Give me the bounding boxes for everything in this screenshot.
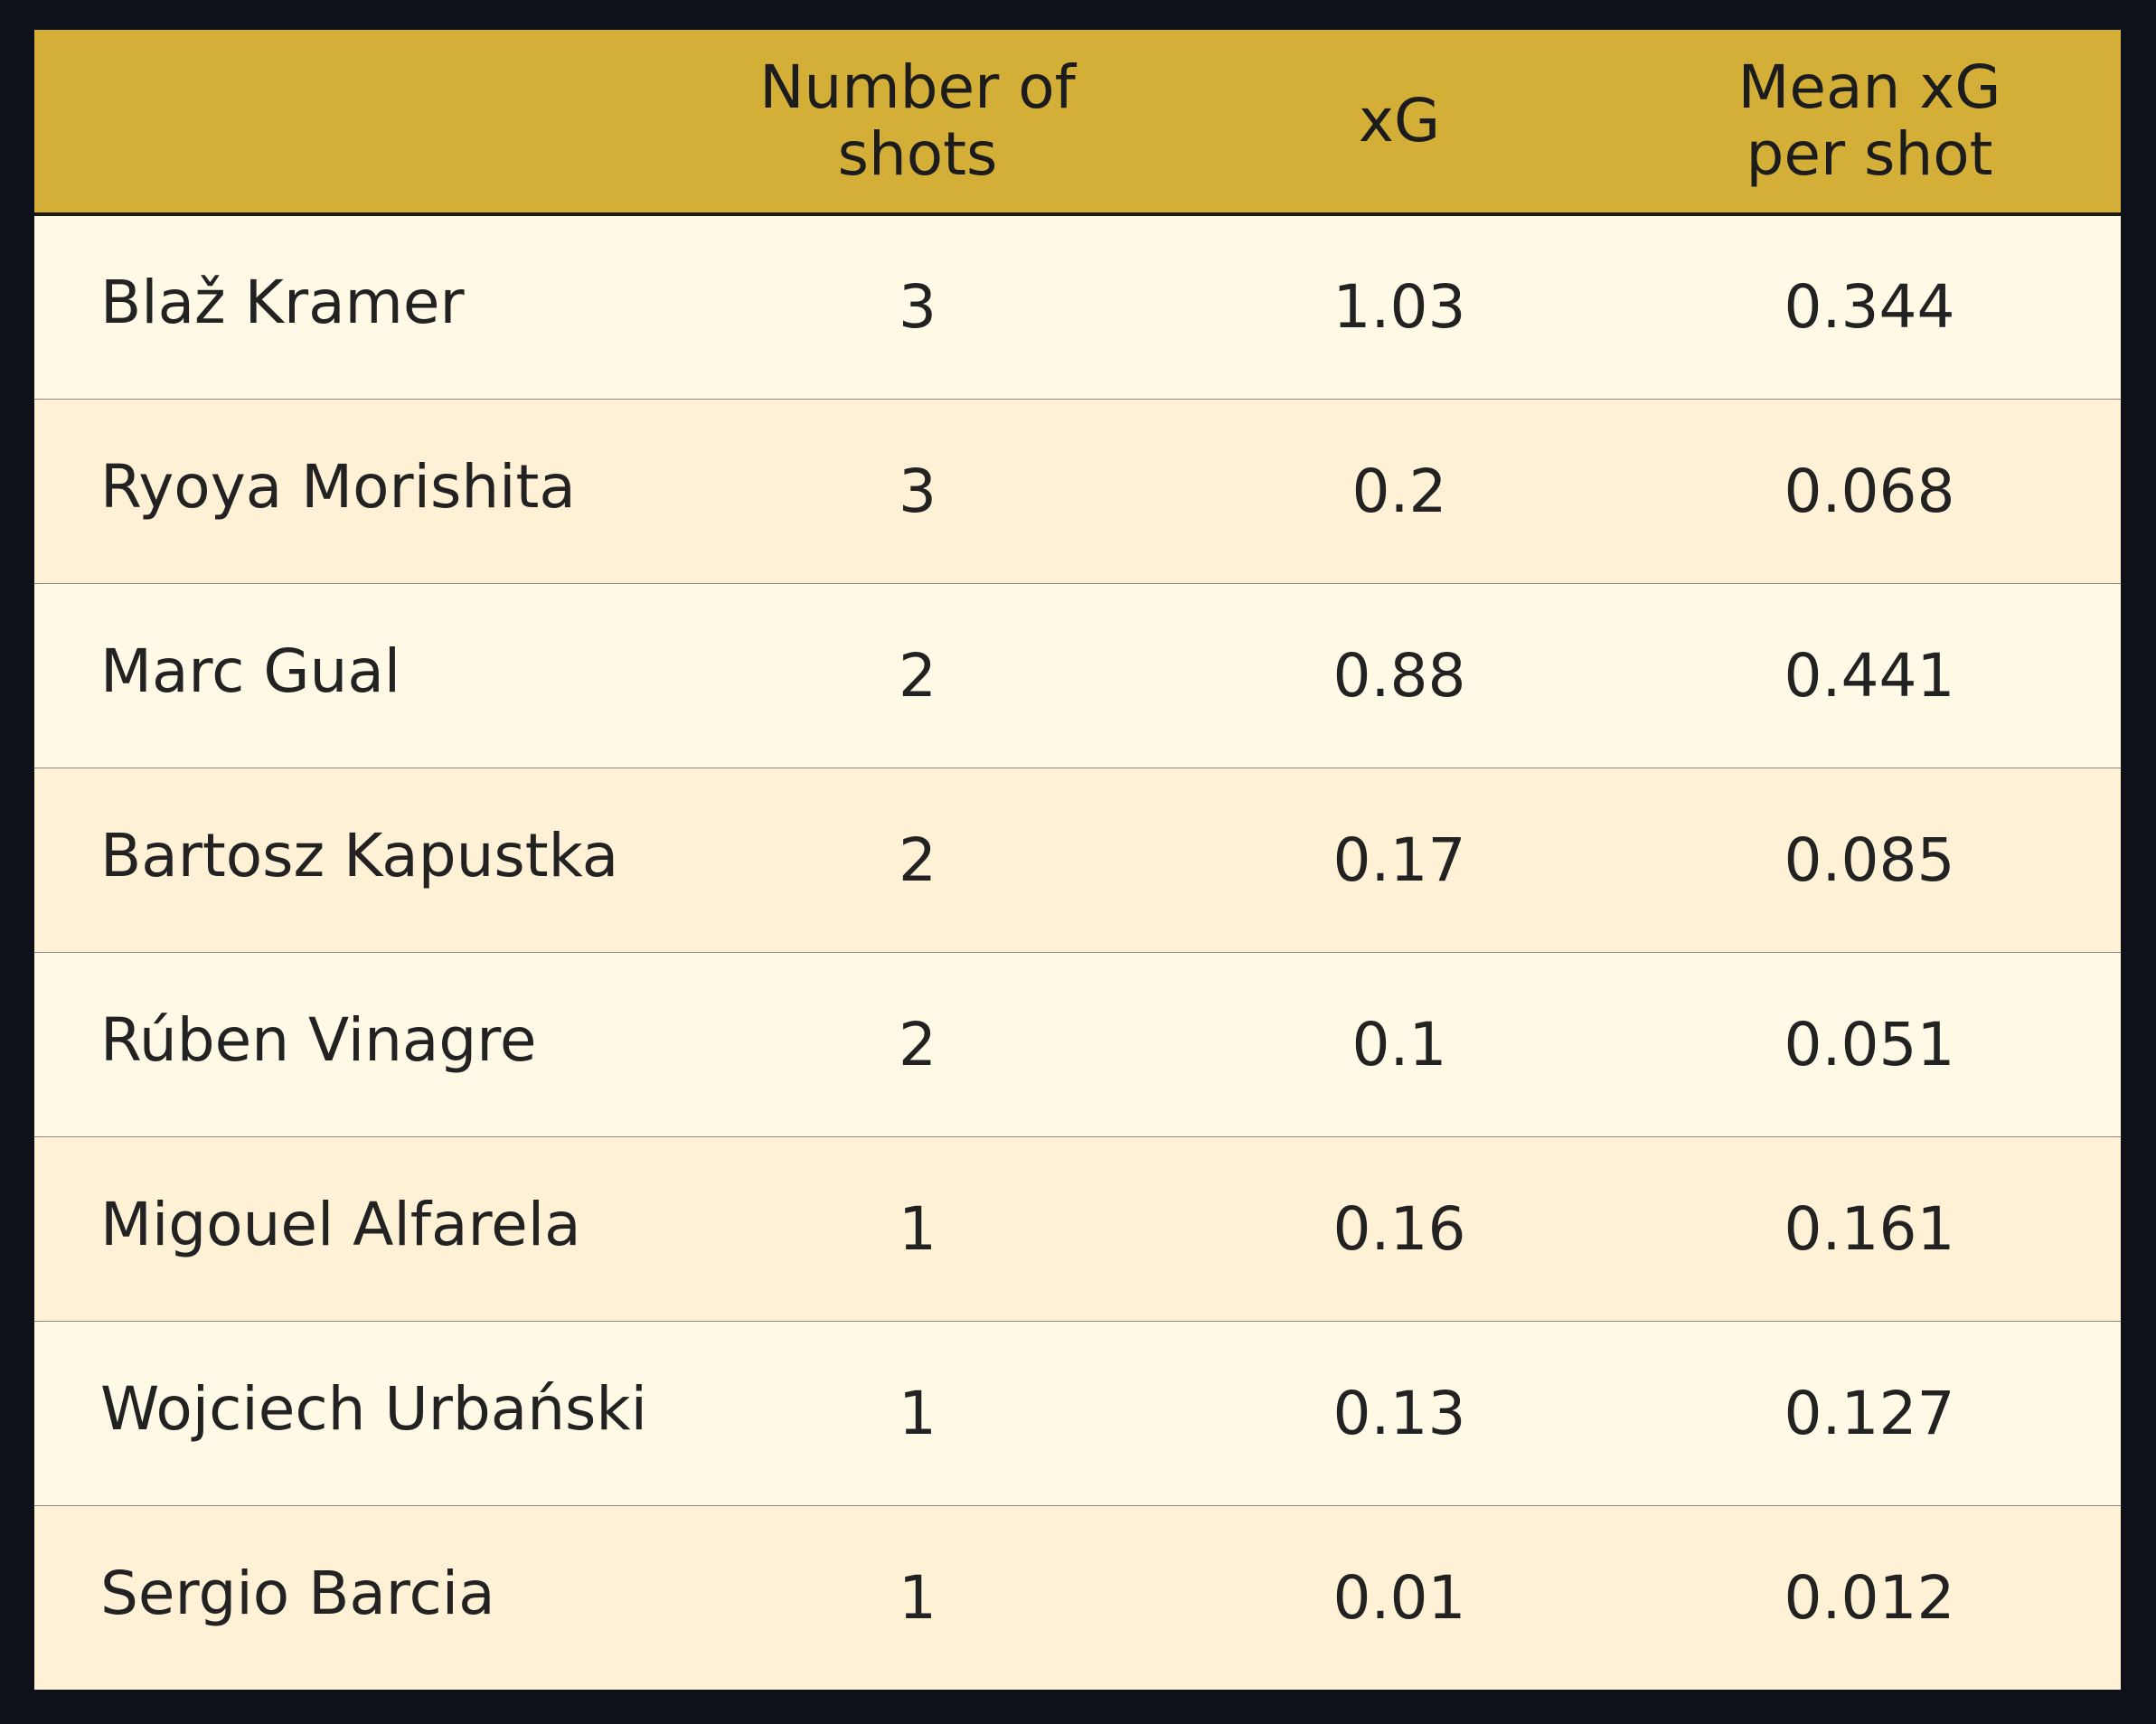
player-name: Blaž Kramer [100,268,465,338]
shots-value: 1 [654,1320,1181,1505]
header-xg: xG [1181,30,1618,216]
mean-xg-value: 0.161 [1618,1135,2121,1321]
table-row: Rúben Vinagre 2 0.1 0.051 [34,951,2121,1136]
table-row: Bartosz Kapustka 2 0.17 0.085 [34,767,2121,952]
xg-value: 1.03 [1332,272,1466,343]
mean-xg-value: 0.441 [1618,582,2121,768]
header-player [34,30,654,216]
shots-value: 3 [899,272,937,343]
player-name: Bartosz Kapustka [34,767,654,952]
shots-value: 1 [654,1504,1181,1690]
header-mean-xg-per-shot: Mean xG per shot [1618,30,2121,216]
player-shots-table: Number of shots xG Mean xG per shot Blaž… [34,30,2121,1690]
player-name: Wojciech Urbański [34,1320,654,1505]
table-row: Migouel Alfarela 1 0.16 0.161 [34,1135,2121,1321]
table-row: Sergio Barcia 1 0.01 0.012 [34,1504,2121,1690]
table-row: Marc Gual 2 0.88 0.441 [34,582,2121,768]
xg-value: 0.13 [1181,1320,1618,1505]
table-row: Blaž Kramer 3 1.03 0.344 [34,214,2121,399]
shots-value: 1 [654,1135,1181,1321]
xg-value: 0.16 [1181,1135,1618,1321]
player-name: Sergio Barcia [34,1504,654,1690]
mean-xg-value: 0.344 [1784,272,1955,343]
xg-value: 0.2 [1181,398,1618,583]
xg-value: 0.1 [1181,951,1618,1136]
stats-table-panel: Number of shots xG Mean xG per shot Blaž… [34,30,2121,1690]
mean-xg-value: 0.051 [1618,951,2121,1136]
player-name: Marc Gual [34,582,654,768]
mean-xg-value: 0.085 [1618,767,2121,952]
player-name: Ryoya Morishita [34,398,654,583]
table-row: Ryoya Morishita 3 0.2 0.068 [34,398,2121,583]
xg-value: 0.88 [1181,582,1618,768]
shots-value: 2 [654,767,1181,952]
player-name: Migouel Alfarela [34,1135,654,1321]
shots-value: 3 [654,398,1181,583]
player-name: Rúben Vinagre [34,951,654,1136]
shots-value: 2 [654,582,1181,768]
shots-value: 2 [654,951,1181,1136]
table-row: Wojciech Urbański 1 0.13 0.127 [34,1320,2121,1505]
mean-xg-value: 0.068 [1618,398,2121,583]
xg-value: 0.17 [1181,767,1618,952]
table-header-row: Number of shots xG Mean xG per shot [34,30,2121,216]
header-number-of-shots: Number of shots [654,30,1181,216]
xg-value: 0.01 [1181,1504,1618,1690]
mean-xg-value: 0.127 [1618,1320,2121,1505]
mean-xg-value: 0.012 [1618,1504,2121,1690]
